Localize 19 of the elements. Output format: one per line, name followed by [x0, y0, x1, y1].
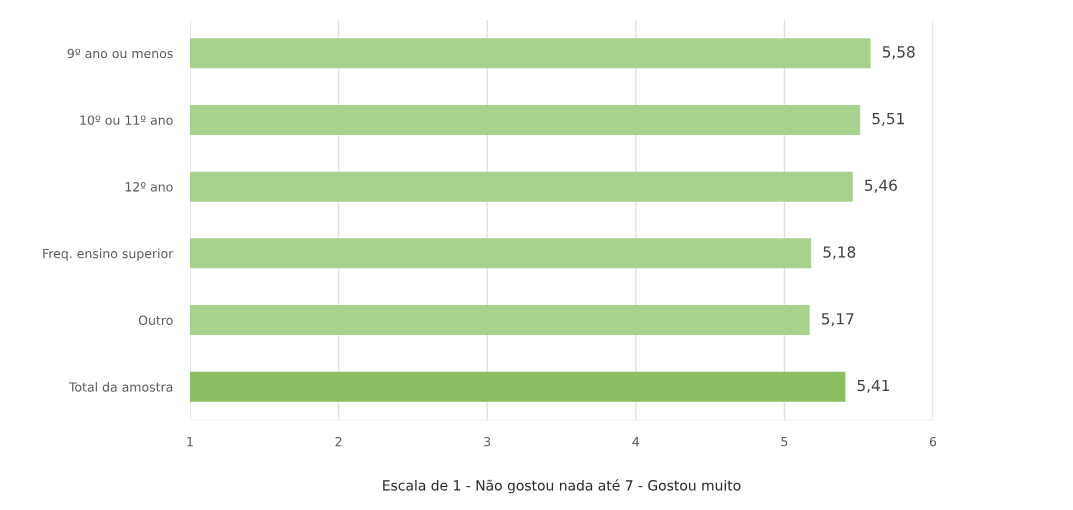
y-tick-label: 10º ou 11º ano [80, 115, 173, 125]
data-label: 5,46 [865, 179, 897, 193]
x-tick-label: 2 [335, 436, 342, 447]
x-tick-label: 4 [632, 437, 640, 447]
y-tick-label: Freq. ensino superior [43, 248, 174, 261]
y-tick-label: 12º ano [125, 182, 173, 192]
y-tick-label: Outro [138, 315, 173, 326]
x-axis-title: Escala de 1 - Não gostou nada até 7 - Gostou muito [383, 479, 741, 494]
x-tick-label: 3 [484, 436, 491, 447]
y-tick-label: 9º ano ou menos [67, 48, 173, 59]
data-label: 5,18 [823, 246, 856, 260]
x-tick-label: 6 [929, 436, 937, 447]
data-label: 5,17 [821, 313, 854, 327]
x-tick-label: 1 [187, 437, 193, 447]
data-label: 5,41 [857, 379, 890, 393]
data-label: 5,58 [882, 46, 915, 60]
y-tick-label: Total da amostra [68, 382, 173, 392]
data-label: 5,51 [872, 112, 904, 126]
x-tick-label: 5 [781, 437, 788, 447]
